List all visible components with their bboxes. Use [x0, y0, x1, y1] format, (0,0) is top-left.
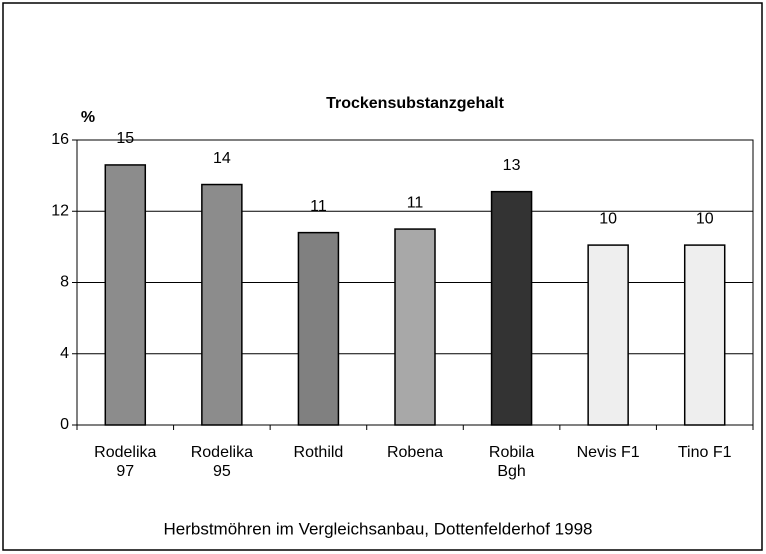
x-tick-label: Rothild: [294, 444, 344, 461]
y-tick-label: 12: [51, 202, 69, 219]
data-label: 11: [407, 194, 424, 211]
x-tick-label: Bgh: [497, 463, 525, 480]
y-axis-label: %: [81, 109, 95, 126]
x-tick-label: Nevis F1: [577, 444, 640, 461]
bar: [394, 228, 436, 426]
x-tick-label: Robena: [387, 444, 443, 461]
data-label: 11: [310, 198, 327, 215]
y-tick-label: 8: [60, 274, 69, 291]
bar: [104, 164, 147, 426]
bar: [297, 231, 340, 426]
x-tick-label: Rodelika: [191, 444, 253, 461]
data-label: 15: [116, 130, 134, 147]
chart-title: Trockensubstanzgehalt: [326, 95, 504, 112]
x-tick-label: 95: [213, 463, 231, 480]
x-tick-label: 97: [116, 463, 134, 480]
x-tick-label: Tino F1: [678, 444, 732, 461]
x-tick-label: Robila: [489, 444, 534, 461]
x-tick-label: Rodelika: [94, 444, 156, 461]
bar: [683, 244, 726, 426]
bar: [587, 244, 629, 426]
bar: [201, 183, 243, 426]
data-label: 10: [599, 210, 617, 227]
y-tick-label: 0: [60, 416, 69, 433]
data-label: 13: [503, 157, 521, 174]
data-label: 14: [213, 150, 231, 167]
bar: [490, 190, 533, 426]
caption: Herbstmöhren im Vergleichsanbau, Dottenf…: [163, 519, 592, 538]
y-tick-label: 4: [60, 345, 69, 362]
y-tick-label: 16: [51, 131, 69, 148]
data-label: 10: [696, 210, 714, 227]
